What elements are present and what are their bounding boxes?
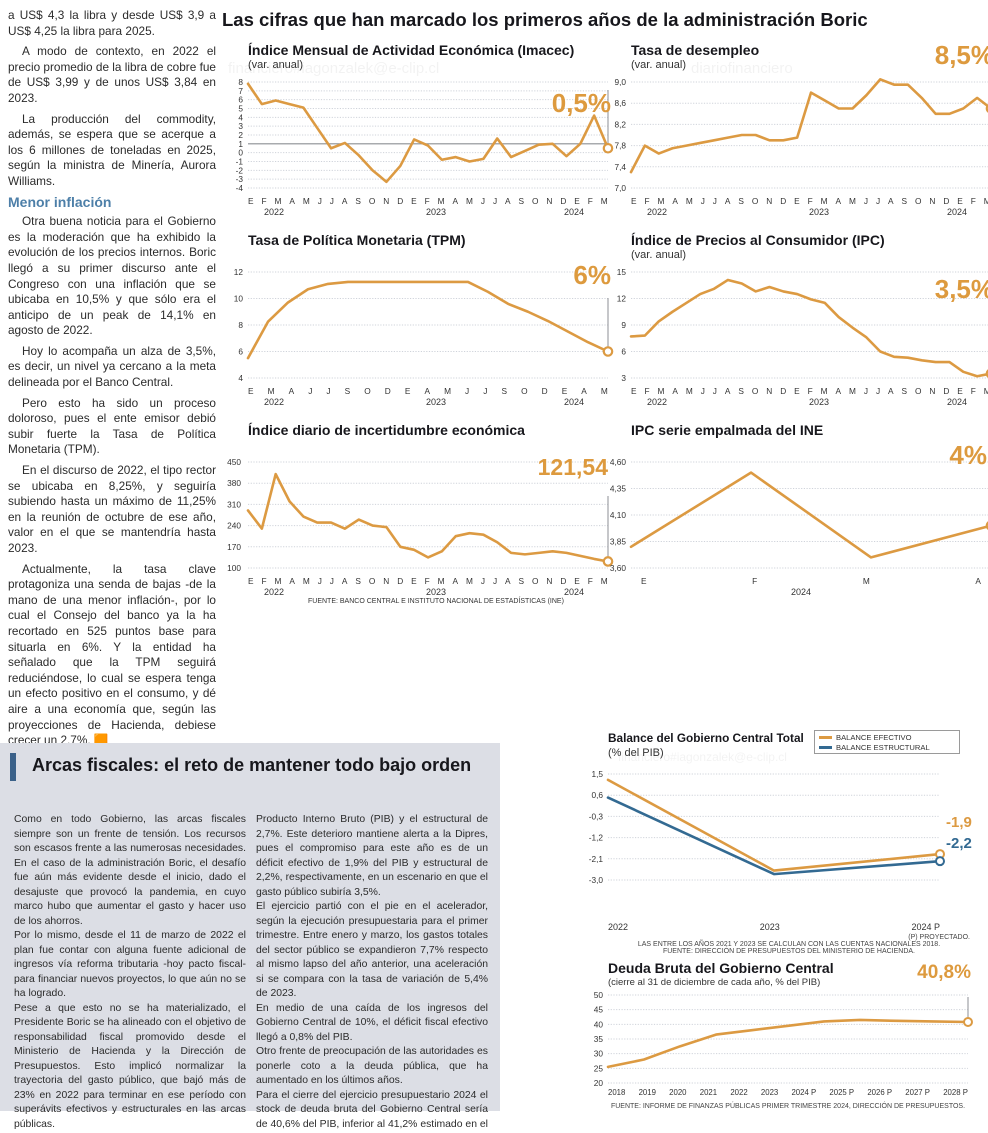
- svg-text:-1,2: -1,2: [589, 833, 604, 843]
- svg-text:0,6: 0,6: [591, 790, 603, 800]
- svg-text:3,85: 3,85: [610, 537, 627, 547]
- svg-text:9: 9: [621, 320, 626, 330]
- svg-text:50: 50: [594, 990, 604, 1000]
- svg-text:170: 170: [227, 542, 241, 552]
- svg-text:-3,0: -3,0: [589, 875, 604, 885]
- svg-text:15: 15: [617, 267, 627, 277]
- svg-text:450: 450: [227, 457, 241, 467]
- svg-text:380: 380: [227, 478, 241, 488]
- svg-text:8,6: 8,6: [614, 98, 626, 108]
- svg-text:4: 4: [238, 373, 243, 383]
- svg-text:100: 100: [227, 563, 241, 573]
- svg-text:20: 20: [594, 1078, 604, 1088]
- svg-text:3: 3: [621, 373, 626, 383]
- svg-text:1,5: 1,5: [591, 769, 603, 779]
- svg-text:4,10: 4,10: [610, 510, 627, 520]
- svg-text:240: 240: [227, 521, 241, 531]
- svg-text:30: 30: [594, 1049, 604, 1059]
- svg-text:7,4: 7,4: [614, 162, 626, 172]
- svg-text:40: 40: [594, 1019, 604, 1029]
- svg-text:9,0: 9,0: [614, 77, 626, 87]
- svg-text:6: 6: [621, 347, 626, 357]
- svg-text:4,60: 4,60: [610, 457, 627, 467]
- svg-text:3,60: 3,60: [610, 563, 627, 573]
- svg-text:10: 10: [234, 294, 244, 304]
- svg-text:-4: -4: [236, 183, 244, 193]
- svg-text:25: 25: [594, 1063, 604, 1073]
- svg-text:8,2: 8,2: [614, 119, 626, 129]
- svg-text:12: 12: [617, 294, 627, 304]
- svg-text:4,35: 4,35: [610, 484, 627, 494]
- svg-text:7,8: 7,8: [614, 141, 626, 151]
- svg-text:8: 8: [238, 320, 243, 330]
- svg-text:45: 45: [594, 1005, 604, 1015]
- svg-text:6: 6: [238, 347, 243, 357]
- svg-text:-2,1: -2,1: [589, 854, 604, 864]
- svg-text:35: 35: [594, 1034, 604, 1044]
- svg-text:-0,3: -0,3: [589, 811, 604, 821]
- svg-text:7,0: 7,0: [614, 183, 626, 193]
- svg-text:310: 310: [227, 499, 241, 509]
- svg-text:12: 12: [234, 267, 244, 277]
